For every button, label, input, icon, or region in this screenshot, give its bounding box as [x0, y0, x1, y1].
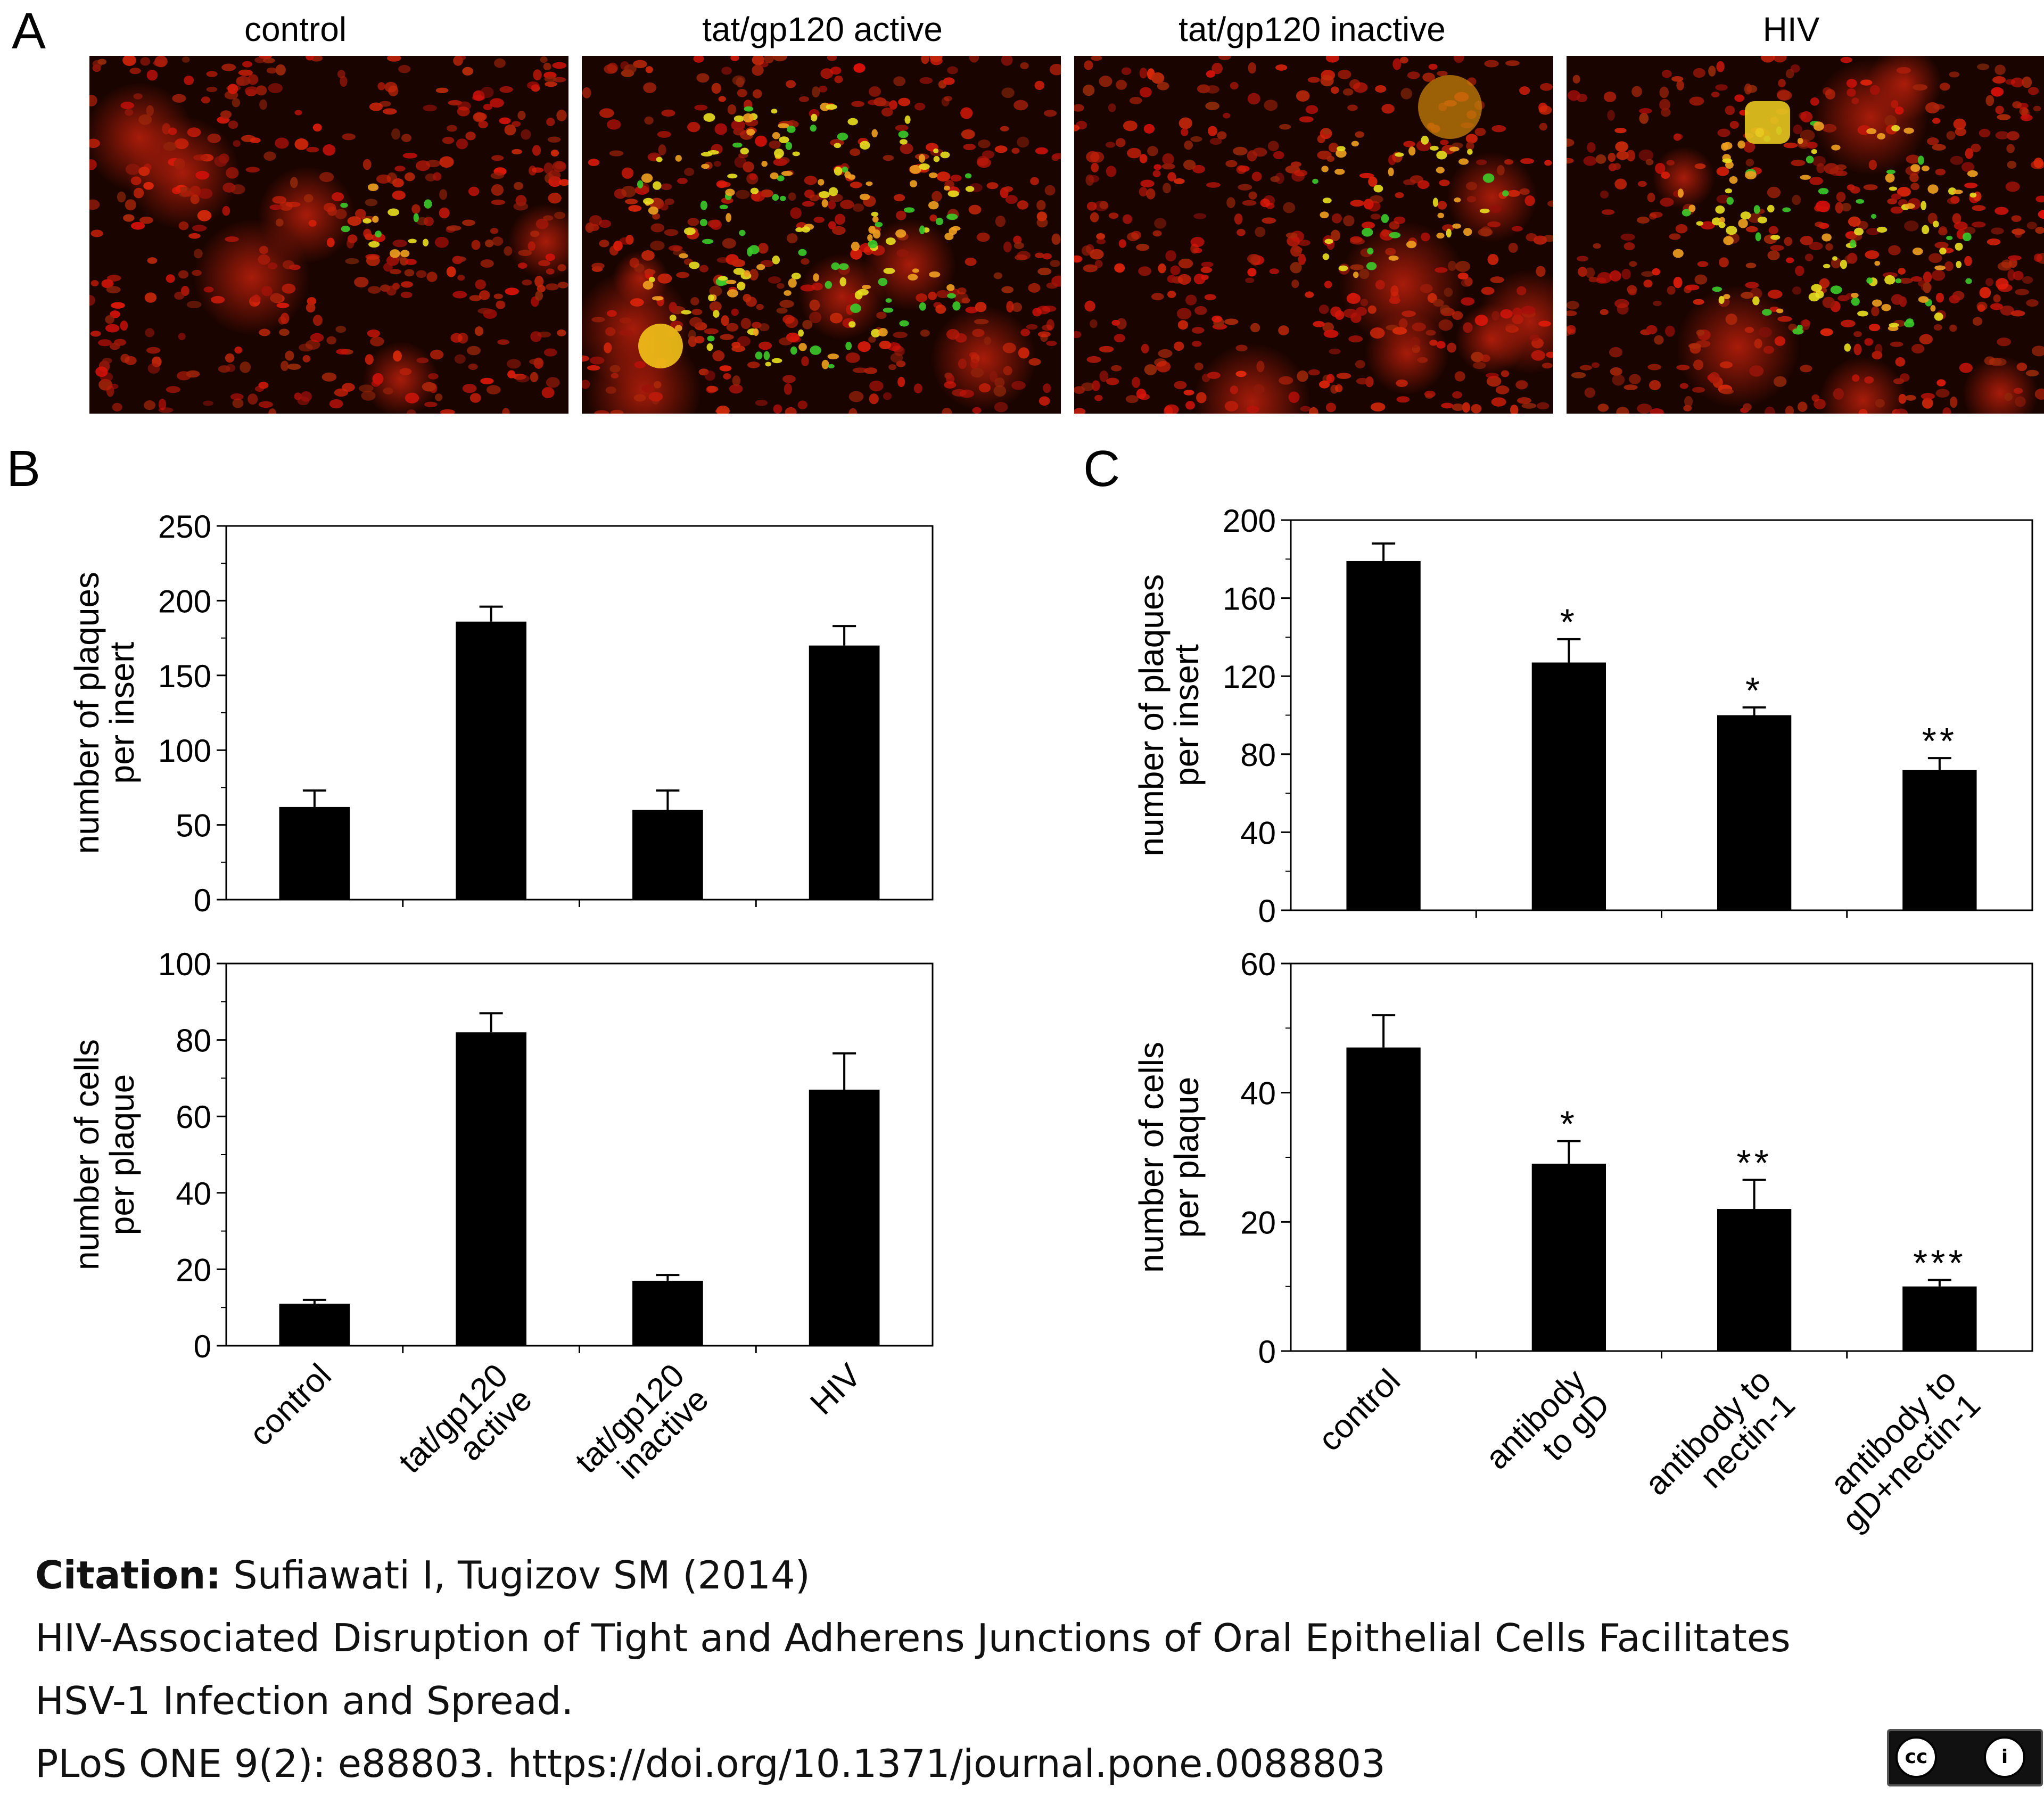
bar — [1531, 662, 1606, 910]
bar — [456, 1032, 526, 1346]
y-axis-label-line: number of plaques — [1132, 574, 1171, 856]
y-axis-label: number of cellsper plaque — [68, 1039, 141, 1270]
significance-label: *** — [1913, 1242, 1966, 1284]
citation-line-1: Citation: Sufiawati I, Tugizov SM (2014) — [35, 1544, 1791, 1607]
y-axis-label: number of cellsper plaque — [1132, 1042, 1206, 1273]
bar — [1717, 715, 1792, 910]
y-tick-label: 50 — [176, 808, 211, 844]
micrograph-title-tat-active: tat/gp120 active — [702, 10, 943, 48]
y-tick-label: 0 — [1258, 1334, 1276, 1370]
bar — [1902, 770, 1977, 910]
micrograph-title-tat-inactive: tat/gp120 inactive — [1178, 10, 1446, 48]
bar — [1717, 1209, 1792, 1351]
bar — [279, 1304, 350, 1346]
micrograph-title-hiv: HIV — [1762, 10, 1820, 48]
y-axis-label: number of plaquesper insert — [1132, 574, 1206, 856]
y-axis-label-line: per plaque — [1167, 1077, 1206, 1238]
y-tick-label: 40 — [1240, 1076, 1276, 1111]
x-tick-label-line: control — [1312, 1362, 1407, 1458]
x-tick-label: antibody togD+nectin-1 — [1811, 1362, 1988, 1539]
significance-label: ** — [1736, 1142, 1771, 1183]
y-axis-label-line: number of plaques — [68, 572, 106, 854]
y-tick-label: 250 — [158, 509, 211, 545]
y-tick-label: 60 — [176, 1099, 211, 1135]
y-tick-label: 0 — [1258, 893, 1276, 929]
bar — [1346, 1047, 1421, 1351]
by-person-icon: i — [1984, 1736, 2025, 1778]
y-tick-label: 20 — [176, 1252, 211, 1288]
y-tick-label: 200 — [158, 583, 211, 619]
y-axis-label: number of plaquesper insert — [68, 572, 141, 854]
y-tick-label: 0 — [194, 883, 211, 918]
y-tick-label: 40 — [176, 1176, 211, 1212]
micrograph-tat-active — [582, 56, 1061, 414]
y-tick-label: 80 — [176, 1023, 211, 1059]
bar — [456, 621, 526, 900]
chart-0: 0 50 100 150 200 250 number of plaquesper inse… — [68, 509, 934, 918]
bar — [809, 645, 880, 900]
x-tick-label: tat/gp120inactive — [568, 1357, 716, 1504]
y-axis-label-line: per plaque — [103, 1074, 141, 1235]
micrograph-control — [89, 56, 568, 414]
x-tick-label: HIV — [803, 1357, 868, 1422]
y-axis-label-line: number of cells — [1132, 1042, 1171, 1273]
cc-by-icon: cc i — [1887, 1729, 2043, 1786]
chart-1: 0 20 40 60 80 100 number of cellsper plaque con… — [68, 946, 934, 1504]
y-tick-label: 120 — [1223, 659, 1276, 695]
y-tick-label: 40 — [1240, 815, 1276, 851]
y-tick-label: 100 — [158, 733, 211, 769]
y-tick-label: 160 — [1223, 581, 1276, 617]
significance-label: * — [1560, 1104, 1578, 1145]
bar — [1346, 561, 1421, 910]
x-tick-label-line: control — [242, 1357, 338, 1453]
significance-label: ** — [1922, 720, 1957, 762]
x-tick-label: control — [242, 1357, 338, 1453]
significance-label: * — [1745, 670, 1763, 711]
x-tick-label: control — [1312, 1362, 1407, 1458]
citation-journal: PLoS ONE 9(2): e88803. https://doi.org/1… — [35, 1741, 1386, 1786]
bar — [632, 1280, 703, 1346]
x-tick-label: antibodyto gD — [1479, 1362, 1617, 1501]
y-tick-label: 80 — [1240, 737, 1276, 773]
bar — [1902, 1286, 1977, 1351]
citation-authors: Sufiawati I, Tugizov SM (2014) — [221, 1553, 810, 1598]
bar — [632, 810, 703, 900]
y-tick-label: 100 — [158, 946, 211, 982]
panel-letter-a: A — [12, 3, 46, 60]
citation-title-line-2: HSV-1 Infection and Spread. — [35, 1678, 574, 1723]
bar — [1531, 1164, 1606, 1351]
panel-letter-b: B — [6, 440, 41, 497]
micrograph-hiv — [1567, 56, 2044, 414]
y-axis-label-line: number of cells — [68, 1039, 106, 1270]
y-tick-label: 20 — [1240, 1205, 1276, 1240]
y-tick-label: 0 — [194, 1329, 211, 1364]
x-tick-label: antibody tonectin-1 — [1638, 1362, 1802, 1527]
micrograph-tat-inactive — [1074, 56, 1553, 414]
y-axis-label-line: per insert — [103, 641, 141, 784]
citation-title-line-1: HIV-Associated Disruption of Tight and A… — [35, 1616, 1791, 1660]
y-tick-label: 150 — [158, 658, 211, 694]
x-tick-label: tat/gp120active — [392, 1357, 539, 1504]
citation-block: Citation: Sufiawati I, Tugizov SM (2014)… — [35, 1544, 1791, 1795]
x-tick-label-line: HIV — [803, 1357, 868, 1422]
y-tick-label: 60 — [1240, 946, 1276, 982]
panel-letter-c: C — [1083, 440, 1120, 497]
bar — [809, 1089, 880, 1346]
micrograph-title-control: control — [244, 10, 347, 48]
citation-label: Citation: — [35, 1553, 221, 1598]
significance-label: * — [1560, 602, 1578, 643]
cc-icon: cc — [1895, 1736, 1937, 1778]
bar — [279, 806, 350, 900]
y-axis-label-line: per insert — [1167, 644, 1206, 786]
y-tick-label: 200 — [1223, 503, 1276, 539]
